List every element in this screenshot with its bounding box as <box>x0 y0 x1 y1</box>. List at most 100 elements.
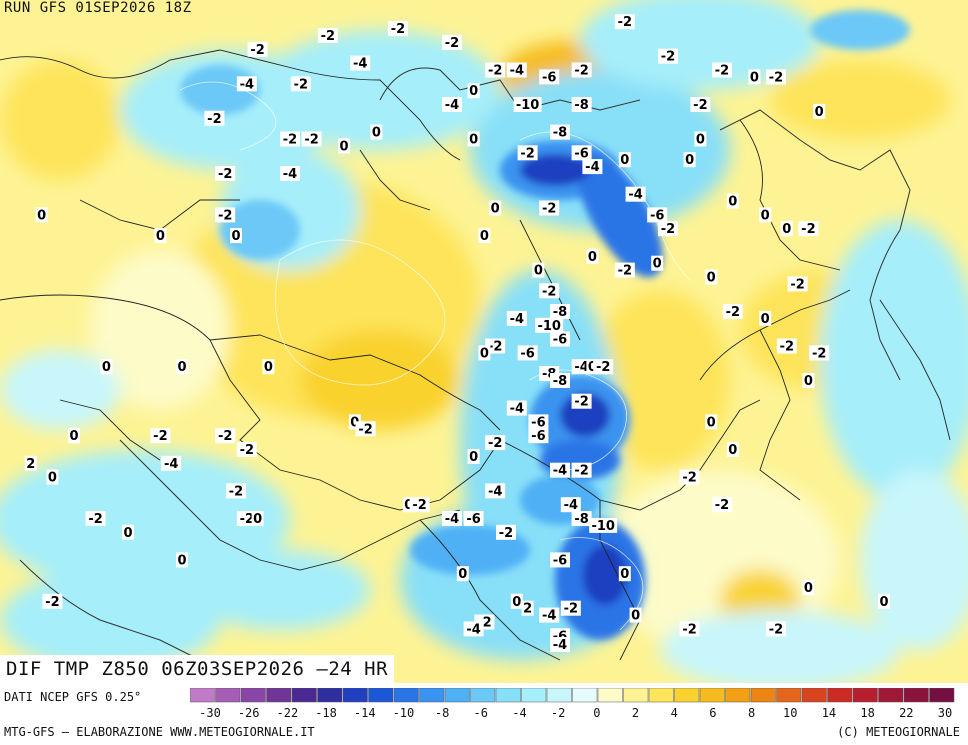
anomaly-value-label: -2 <box>358 422 372 437</box>
anomaly-value-label: 0 <box>480 346 489 361</box>
value-label-bg <box>489 200 502 216</box>
anomaly-value-label: -4 <box>510 64 524 79</box>
legend-swatch <box>266 688 292 703</box>
legend-tick-label: -22 <box>276 706 299 720</box>
anomaly-value-label: -4 <box>240 77 254 92</box>
anomaly-value-label: 2 <box>523 602 532 617</box>
value-label-bg <box>230 228 242 244</box>
value-label-bg <box>42 593 63 609</box>
anomaly-value-label: 0 <box>653 257 662 272</box>
value-label-bg <box>350 55 371 71</box>
anomaly-value-label: 0 <box>372 126 381 141</box>
anomaly-value-label: -2 <box>445 36 459 51</box>
anomaly-value-label: 0 <box>480 229 489 244</box>
color-scale-legend <box>190 688 955 703</box>
anomaly-value-label: 0 <box>534 264 543 279</box>
anomaly-value-label: 0 <box>685 153 694 168</box>
anomaly-value-label: 0 <box>339 139 348 154</box>
anomaly-value-label: -2 <box>240 512 254 527</box>
value-label-bg <box>712 62 732 78</box>
value-label-bg <box>571 462 592 478</box>
value-label-bg <box>467 131 480 147</box>
anomaly-value-label: 0 <box>123 526 132 541</box>
anomaly-value-label: -2 <box>304 133 318 148</box>
value-label-bg <box>535 317 564 333</box>
anomaly-field <box>0 0 968 683</box>
anomaly-value-label: -10 <box>516 98 540 113</box>
anomaly-value-label: -2 <box>229 484 243 499</box>
value-label-bg <box>122 524 134 540</box>
legend-tick-label: -8 <box>434 706 450 720</box>
anomaly-value-label: -4 <box>445 512 459 527</box>
value-label-bg <box>215 428 236 444</box>
anomaly-value-label: 0 <box>620 153 629 168</box>
legend-tick-label: 30 <box>937 706 953 720</box>
anomaly-value-label: -2 <box>715 498 729 513</box>
anomaly-value-label: -2 <box>218 429 232 444</box>
anomaly-value-label: 0 <box>231 229 240 244</box>
legend-swatch <box>546 688 572 703</box>
anomaly-value-label: 0 <box>512 595 521 610</box>
value-label-bg <box>467 448 480 464</box>
value-label-bg <box>355 421 376 437</box>
legend-swatch <box>623 688 649 703</box>
value-label-bg <box>802 580 815 595</box>
anomaly-value-label: -2 <box>321 29 335 44</box>
value-label-bg <box>766 621 786 637</box>
legend-swatch <box>240 688 266 703</box>
anomaly-value-label: -2 <box>661 50 675 65</box>
value-label-bg <box>593 359 614 375</box>
legend-swatch <box>419 688 445 703</box>
anomaly-value-label: -2 <box>542 202 556 217</box>
value-label-bg <box>24 455 37 471</box>
value-label-bg <box>485 62 506 78</box>
legend-swatch <box>674 688 700 703</box>
value-label-bg <box>766 69 786 85</box>
legend-swatch <box>725 688 751 703</box>
value-label-bg <box>539 283 560 299</box>
anomaly-value-label: -8 <box>553 374 567 389</box>
anomaly-value-label: -6 <box>531 415 545 430</box>
legend-tick-label: -2 <box>550 706 566 720</box>
anomaly-value-label: -6 <box>531 429 545 444</box>
value-label-bg <box>478 228 491 244</box>
value-label-bg <box>679 621 700 637</box>
value-label-bg <box>204 110 225 126</box>
anomaly-value-label: 0 <box>588 250 597 265</box>
anomaly-value-label: 0 <box>37 208 46 223</box>
value-label-bg <box>370 124 383 140</box>
value-label-bg <box>658 221 678 237</box>
anomaly-value-label: 0 <box>588 360 597 375</box>
value-label-bg <box>759 207 772 223</box>
anomaly-value-label: 0 <box>177 360 186 375</box>
value-label-bg <box>463 621 484 637</box>
value-label-bg <box>442 511 462 526</box>
anomaly-value-label: -4 <box>510 402 524 417</box>
anomaly-value-label: -6 <box>520 346 534 361</box>
legend-tick-label: 10 <box>783 706 798 720</box>
anomaly-value-label: -6 <box>553 333 567 348</box>
anomaly-value-label: 0 <box>102 360 111 375</box>
anomaly-value-label: -10 <box>537 319 561 334</box>
anomaly-value-label: -2 <box>488 340 502 355</box>
anomaly-value-label: 0 <box>620 567 629 582</box>
anomaly-value-label: -6 <box>542 70 556 85</box>
anomaly-value-label: 0 <box>804 581 813 596</box>
anomaly-value-label: -2 <box>250 43 264 58</box>
legend-swatch <box>648 688 674 703</box>
legend-swatch <box>470 688 496 703</box>
value-label-bg <box>571 62 592 78</box>
anomaly-value-label: -2 <box>715 64 729 79</box>
value-label-bg <box>247 41 268 57</box>
anomaly-value-label: -2 <box>499 526 513 541</box>
legend-tick-label: 18 <box>860 706 875 720</box>
legend-swatch <box>342 688 368 703</box>
value-label-bg <box>589 517 618 533</box>
anomaly-value-label: -2 <box>726 305 740 320</box>
anomaly-value-label: -6 <box>553 553 567 568</box>
value-label-bg <box>506 400 527 416</box>
anomaly-value-label: 0 <box>631 609 640 624</box>
value-label-bg <box>705 414 718 430</box>
anomaly-value-label: -2 <box>574 395 588 410</box>
value-label-bg <box>705 269 718 285</box>
